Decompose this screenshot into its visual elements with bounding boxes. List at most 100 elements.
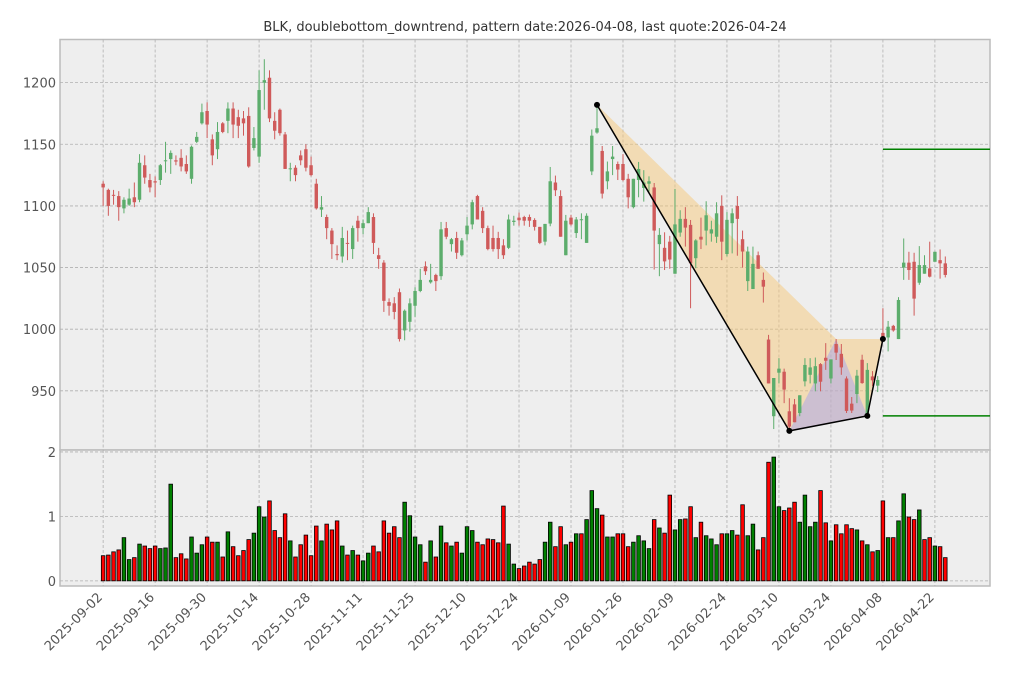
candle-body xyxy=(725,219,729,254)
candle-body xyxy=(943,263,947,275)
candle xyxy=(829,359,833,384)
candle-body xyxy=(189,146,194,179)
candle-body xyxy=(896,299,901,340)
volume-bar xyxy=(480,544,485,582)
volume-bar xyxy=(142,545,147,582)
candle xyxy=(657,228,662,277)
volume-bar xyxy=(204,536,210,582)
candle xyxy=(694,239,698,269)
candle xyxy=(272,112,277,140)
candle xyxy=(574,217,578,238)
candle-body xyxy=(101,183,105,188)
candle xyxy=(158,164,163,185)
candle xyxy=(501,239,506,259)
candle-body xyxy=(735,205,740,219)
candle xyxy=(366,207,370,224)
price-tick-label: 950 xyxy=(31,385,56,400)
candle-body xyxy=(834,343,838,353)
candle-body xyxy=(241,118,246,124)
volume-bar xyxy=(792,501,797,582)
volume-bar xyxy=(527,561,532,582)
volume-bar xyxy=(168,483,173,582)
candle-body xyxy=(439,229,443,277)
candle xyxy=(933,251,937,262)
candle-body xyxy=(491,237,495,250)
chart-title: BLK, doublebottom_downtrend, pattern dat… xyxy=(263,20,786,35)
candle-body xyxy=(465,225,469,235)
candle-body xyxy=(938,260,942,264)
candle-body xyxy=(538,226,542,243)
volume-bar xyxy=(849,528,854,582)
candle-body xyxy=(891,325,896,331)
candle-body xyxy=(678,218,682,233)
candle xyxy=(647,176,651,192)
candle xyxy=(480,207,485,234)
volume-bar xyxy=(230,546,236,582)
volume-bar xyxy=(714,544,719,582)
candle-body xyxy=(595,128,599,133)
candle-body xyxy=(922,265,927,274)
candle-body xyxy=(683,218,688,228)
volume-bar xyxy=(709,538,714,582)
candle xyxy=(117,191,121,221)
volume-bar xyxy=(126,559,132,582)
candle-body xyxy=(252,138,256,148)
candle xyxy=(143,155,147,184)
candle-body xyxy=(917,265,922,283)
candle xyxy=(247,107,251,168)
volume-bar xyxy=(807,526,813,582)
candle-body xyxy=(844,378,849,411)
candle-body xyxy=(408,303,412,322)
volume-bar xyxy=(490,539,496,582)
volume-bar xyxy=(631,541,636,582)
candle xyxy=(153,176,157,198)
candle xyxy=(236,109,241,139)
candle-body xyxy=(756,255,760,269)
candle-body xyxy=(652,187,656,231)
volume-bar xyxy=(376,551,381,582)
candle xyxy=(278,108,282,136)
candle xyxy=(751,246,755,290)
candle-body xyxy=(574,219,578,234)
volume-bar xyxy=(584,519,589,582)
candle xyxy=(304,144,308,172)
volume-bar xyxy=(542,541,548,582)
candle xyxy=(184,155,189,174)
candle-body xyxy=(662,247,667,262)
candle-body xyxy=(345,242,350,244)
volume-bar xyxy=(750,523,756,582)
candle-body xyxy=(704,215,708,231)
candle xyxy=(756,251,760,269)
candle-body xyxy=(933,251,937,262)
volume-bar xyxy=(470,530,475,582)
candle-body xyxy=(818,364,823,382)
candle-body xyxy=(590,135,594,172)
candle xyxy=(517,212,521,226)
candle-body xyxy=(902,262,906,268)
candle-body xyxy=(813,366,818,384)
candle xyxy=(413,287,417,317)
candle xyxy=(330,228,334,259)
candle-body xyxy=(803,364,807,382)
volume-bar xyxy=(334,520,340,582)
candle-body xyxy=(829,359,833,379)
candle xyxy=(922,255,927,274)
candle-body xyxy=(501,245,506,256)
volume-bar xyxy=(418,544,423,582)
candle xyxy=(210,134,215,166)
candle-body xyxy=(486,228,490,250)
volume-bar xyxy=(766,461,771,582)
candle-body xyxy=(865,369,870,416)
candle-body xyxy=(688,224,693,264)
candle xyxy=(652,182,656,270)
candle xyxy=(662,232,667,271)
candle-body xyxy=(304,149,308,168)
volume-bar xyxy=(625,546,631,582)
candle-body xyxy=(413,290,417,306)
candle xyxy=(387,298,391,316)
candle-body xyxy=(350,228,355,250)
candle xyxy=(584,213,589,243)
volume-bar xyxy=(449,545,454,582)
candle xyxy=(865,363,870,416)
candle-body xyxy=(616,164,620,170)
